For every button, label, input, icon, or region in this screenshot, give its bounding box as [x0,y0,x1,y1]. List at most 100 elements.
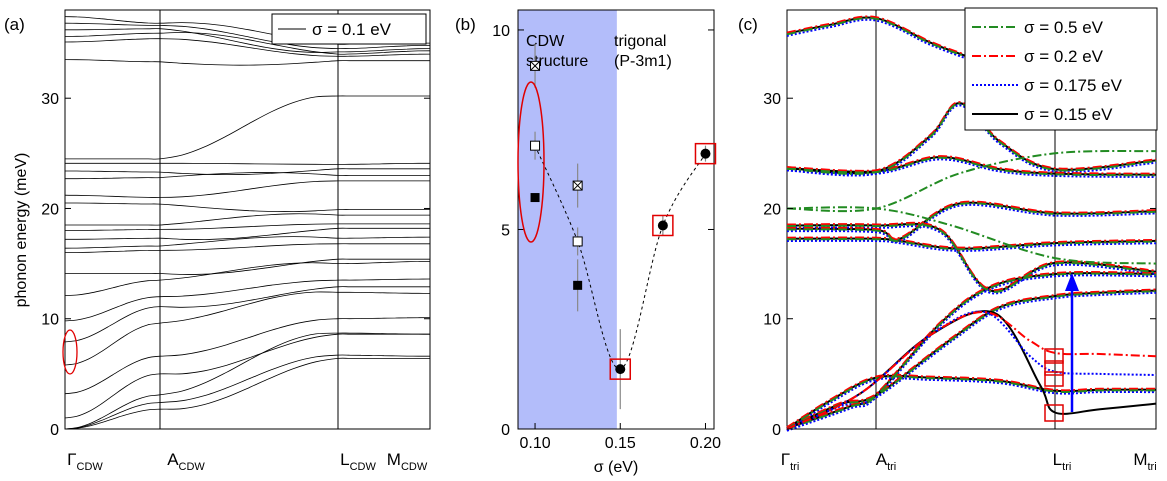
panel-a-branch [64,317,431,395]
panel-a-legend-label: σ = 0.1 eV [312,20,392,39]
panel-b-ytick-label: 5 [501,222,510,239]
panel-a-branch [64,354,430,430]
panel-c-marker-box-4 [1044,404,1064,422]
panel-b-point-filled-square [573,280,583,290]
panel-c-arrow-head [1065,273,1079,291]
panel-c-soft-branch [786,310,1157,430]
panel-b-marker-box [694,142,717,165]
panel-c-branch [786,375,1157,430]
panel-b-cdw-region [518,10,617,429]
panel-c-legend-box [964,7,1158,131]
panel-a-label: (a) [4,15,25,34]
panel-a-branch [65,227,430,240]
panel-a-kpoint-label: ACDW [167,450,205,473]
panel-c-branch [786,155,1157,175]
panel-c-branch [786,373,1157,429]
panel-a-kpoint-label: MCDW [387,450,428,473]
panel-a-kpoint-label: LCDW [340,450,376,473]
panel-b-point-open-square [530,140,541,151]
panel-b-xlabel: σ (eV) [594,459,639,476]
panel-a-branch [64,213,430,226]
panel-a-branch [64,95,430,160]
panel-a-branch [65,258,430,275]
panel-a-branch [64,236,431,249]
panel-b-region-right-line2: (P-3m1) [614,53,672,70]
panel-c-legend-label: σ = 0.2 eV [1024,47,1104,66]
panel-b-ytick-label: 0 [501,422,510,439]
panel-b-marker-box [652,214,674,237]
panel-c-ytick-label: 10 [763,312,781,329]
panel-c-branch [786,374,1157,430]
panel-c-branch [786,271,1157,429]
panel-c-marker-box-2 [1044,360,1064,376]
panel-b-point-open-square [572,236,583,247]
panel-c-branch [786,102,1157,175]
panel-c-legend-label: σ = 0.15 eV [1024,105,1113,124]
panel-a-branch [65,223,430,231]
panel-c-branch [786,377,1157,432]
panel-a-branch [64,38,431,57]
panel-a-branch [64,333,430,419]
panel-b-frame [517,9,715,430]
panel-a-highlight-ellipse [62,329,78,375]
panel-c-branch [786,200,1157,240]
panel-a-ytick-label: 20 [41,201,59,218]
panel-b-point-cross [530,61,540,71]
panel-c-ytick-label: 20 [763,201,781,218]
panel-c-legend-label: σ = 0.5 eV [1024,18,1104,37]
panel-c-branch [786,221,1157,292]
panel-c-branch [786,101,1157,174]
panel-c-branch [786,202,1157,242]
panel-b-label: (b) [455,15,476,34]
panel-a-branch [64,357,430,430]
panel-a-ylabel: phonon energy (meV) [13,153,30,308]
panel-a-frame [64,9,431,430]
panel-b-marker-box [609,358,632,380]
panel-b-point-cross [572,180,583,191]
panel-a-branch [64,291,431,366]
panel-a-branch [64,261,431,296]
panel-a-branch [64,278,431,322]
panel-c: (c) 0 10 20 30 σ = 0.5 eV σ = 0.2 eV σ = 0.17… [738,7,1158,473]
panel-a-branch [64,59,430,66]
panel-b-region-right-line1: trigonal [614,33,666,50]
panel-a-branch [64,286,430,343]
panel-b-region-left-line2: structure [526,53,588,70]
panel-c-branch [786,222,1157,293]
panel-b-highlight-ellipse [517,81,545,243]
panel-a-branch [64,243,430,253]
panel-c-branch [786,15,966,56]
panel-b-ytick-label: 10 [492,23,510,40]
panel-c-branch [786,272,1157,430]
panel-a-branch [64,22,431,50]
panel-c-kpoint-label: Γtri [781,450,800,473]
panel-a: (a) phonon energy (meV) 0 10 20 30 σ = 0.1 … [4,9,431,473]
panel-b-point-filled-circle [700,148,711,159]
panel-c-branch [786,18,966,59]
panel-b: (b) CDW structure trigonal (P-3m1) 0.10 0… [455,9,721,476]
panel-a-branch [64,180,430,198]
panel-b-region-left-line1: CDW [526,33,565,50]
panel-c-branch [786,238,1157,251]
panel-a-legend: σ = 0.1 eV [271,13,427,45]
panel-b-xtick-label: 0.10 [519,435,550,452]
panel-c-ytick-label: 0 [772,422,781,439]
panel-c-marker-box-3 [1044,371,1064,387]
panel-c-kpoint-label: Atri [876,450,897,473]
panel-c-branch [786,274,1157,432]
panel-c-branch [786,236,1157,249]
panel-c-soft-branch [786,311,1157,430]
panel-a-ytick-label: 10 [41,312,59,329]
panel-a-ytick-label: 0 [50,422,59,439]
panel-b-xtick-label: 0.20 [690,435,721,452]
panel-a-branch [65,202,431,212]
panel-c-branch [786,203,1157,243]
panel-c-label: (c) [738,15,758,34]
panel-c-branch [786,17,966,58]
panel-b-point-filled-circle [615,364,626,375]
panel-c-ytick-label: 30 [763,91,781,108]
panel-c-legend-label: σ = 0.175 eV [1024,76,1123,95]
panel-b-point-filled-square [530,193,540,203]
panel-c-annotations [1044,273,1079,422]
panel-b-xtick-label: 0.15 [605,435,636,452]
